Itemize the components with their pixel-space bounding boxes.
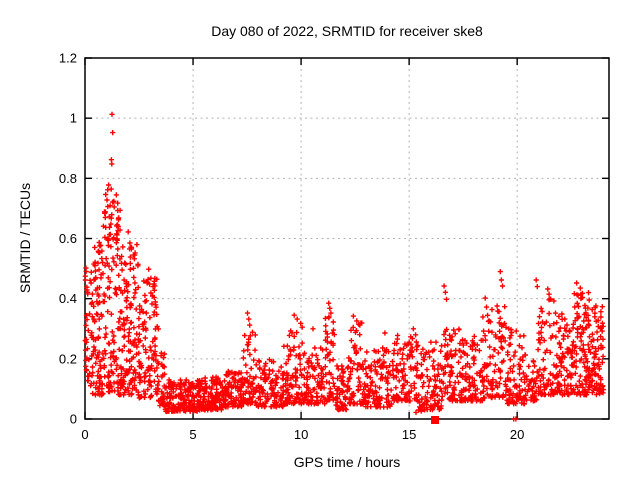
scatter-points	[82, 111, 607, 422]
y-tick-label: 0.2	[59, 351, 77, 366]
x-tick-label: 15	[402, 427, 416, 442]
y-tick-label: 0.6	[59, 231, 77, 246]
y-tick-label: 0	[70, 412, 77, 427]
x-axis-label: GPS time / hours	[293, 454, 401, 470]
y-tick-label: 1	[70, 111, 77, 126]
y-tick-label: 0.4	[59, 291, 77, 306]
chart-title: Day 080 of 2022, SRMTID for receiver ske…	[211, 23, 483, 39]
x-tick-label: 20	[510, 427, 524, 442]
x-tick-label: 10	[294, 427, 308, 442]
y-axis-label: SRMTID / TECUs	[17, 182, 33, 294]
y-tick-label: 1.2	[59, 51, 77, 66]
y-tick-label: 0.8	[59, 171, 77, 186]
x-tick-label: 5	[189, 427, 196, 442]
x-tick-label: 0	[81, 427, 88, 442]
square-marker	[431, 416, 440, 424]
